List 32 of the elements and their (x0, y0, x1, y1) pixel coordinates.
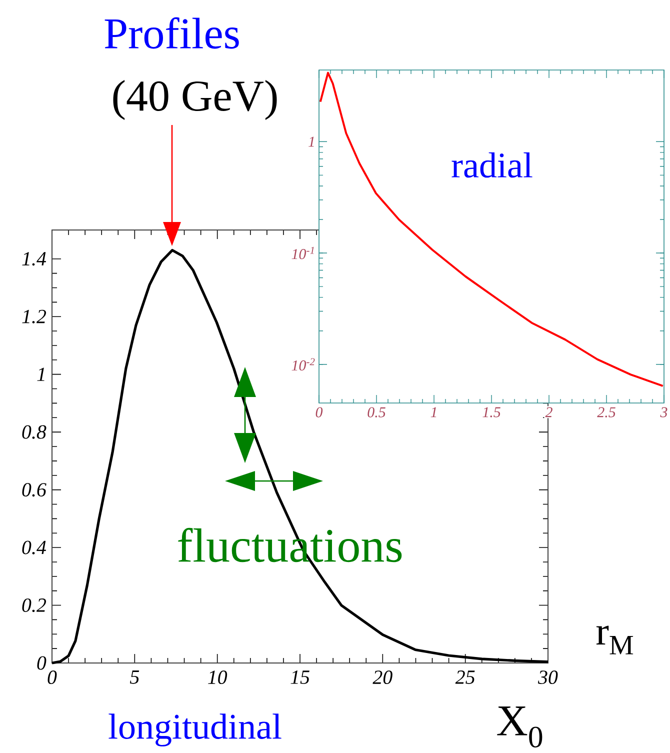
y-tick-label: 0.8 (22, 425, 46, 439)
line-series (319, 72, 664, 387)
y-tick-label: 10$^{-2}$ (292, 358, 315, 371)
x-tick-label: 30 (538, 670, 558, 684)
y-tick-label: 10$^{-1}$ (292, 246, 314, 260)
x-tick-label: 0 (48, 670, 57, 684)
x-axis-title: X$_{0}$ (497, 706, 542, 748)
chart-subtitle: (40 GeV) (113, 80, 277, 120)
x-axis-title: r$_{M}$ (596, 626, 634, 654)
x-tick-label: 1.5 (482, 407, 500, 418)
y-tick-label: 1.2 (22, 310, 46, 324)
text: longitudinal (108, 714, 282, 746)
annotation: radial (452, 152, 532, 178)
y-tick-label: 0 (37, 656, 46, 670)
x-tick-label: 0.5 (368, 407, 386, 418)
y-tick-label: 0.4 (22, 540, 46, 554)
y-tick-label: 0.2 (22, 598, 46, 612)
x-tick-label: 10 (208, 670, 228, 684)
x-tick-label: 20 (372, 670, 392, 684)
x-tick-label: 0 (316, 407, 323, 418)
y-tick-label: 0.6 (22, 483, 46, 497)
x-tick-label: 25 (455, 670, 475, 684)
x-tick-label: 3 (660, 407, 668, 418)
x-tick-label: 1 (430, 407, 436, 418)
y-tick-label: 1.4 (22, 252, 46, 266)
x-tick-label: 5 (130, 670, 140, 684)
x-tick-label: 15 (290, 670, 310, 684)
y-tick-label: 1 (308, 136, 314, 147)
y-tick-label: 1 (37, 368, 44, 381)
x-tick-label: 2.5 (597, 407, 616, 418)
x-tick-label: 2 (545, 407, 552, 418)
chart-title: Profiles (104, 17, 239, 49)
